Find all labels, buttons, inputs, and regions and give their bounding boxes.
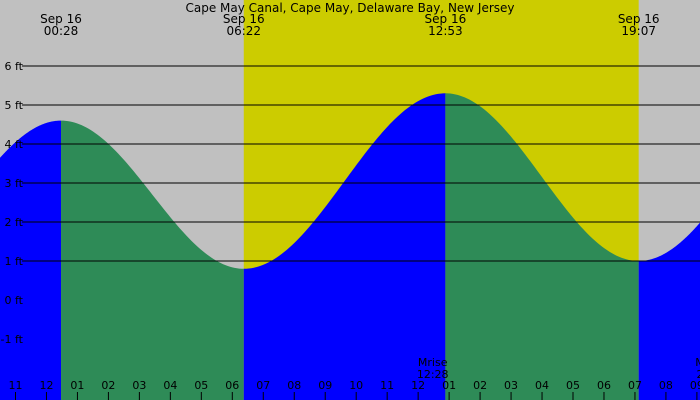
x-tick-label: 06 — [597, 379, 611, 392]
tide-area-rising — [0, 120, 62, 400]
x-tick-label: 08 — [659, 379, 673, 392]
y-tick-label: -1 ft — [1, 333, 24, 346]
tide-event-date: Sep 16 — [425, 12, 467, 26]
tide-event-time: 00:28 — [44, 24, 79, 38]
x-axis-ticks: 11 12 01 02 03 04 05 06 07 08 09 10 11 12 01 02 03 04 05 06… — [8, 379, 700, 400]
x-tick-label: 03 — [504, 379, 518, 392]
y-tick-label: 6 ft — [5, 60, 24, 73]
tide-area-layer — [0, 93, 700, 400]
y-tick-label: 5 ft — [5, 99, 24, 112]
x-tick-label: 01 — [442, 379, 456, 392]
tide-area-rising — [638, 222, 700, 400]
x-tick-label: 09 — [690, 379, 700, 392]
chart-title: Cape May Canal, Cape May, Delaware Bay, … — [185, 1, 514, 15]
x-tick-label: 11 — [380, 379, 394, 392]
x-tick-label: 03 — [132, 379, 146, 392]
x-tick-label: 10 — [349, 379, 363, 392]
x-tick-label: 05 — [566, 379, 580, 392]
tide-event-date: Sep 16 — [40, 12, 82, 26]
grid-layer — [22, 65, 700, 262]
x-tick-label: 04 — [535, 379, 549, 392]
moon-event-time: 2 — [697, 368, 700, 381]
x-tick-label: 09 — [318, 379, 332, 392]
y-axis-labels: -1 ft 0 ft 1 ft 2 ft 3 ft 4 ft 5 ft 6 ft — [1, 60, 24, 346]
moon-event-name: M — [695, 356, 700, 369]
x-tick-label: 02 — [101, 379, 115, 392]
tide-event-date: Sep 16 — [223, 12, 265, 26]
x-tick-label: 07 — [256, 379, 270, 392]
tide-event-date: Sep 16 — [618, 12, 660, 26]
x-tick-label: 02 — [473, 379, 487, 392]
tide-area-falling — [61, 120, 244, 400]
y-tick-label: 0 ft — [5, 294, 24, 307]
x-tick-label: 08 — [287, 379, 301, 392]
tide-event-time: 06:22 — [226, 24, 261, 38]
tide-area-falling — [445, 93, 639, 400]
tide-event-time: 12:53 — [428, 24, 463, 38]
y-tick-label: 4 ft — [5, 138, 24, 151]
x-tick-label: 12 — [39, 379, 53, 392]
tide-area-rising — [243, 93, 446, 400]
x-tick-label: 11 — [8, 379, 22, 392]
y-tick-label: 3 ft — [5, 177, 24, 190]
x-tick-label: 01 — [70, 379, 84, 392]
tide-event-time: 19:07 — [621, 24, 656, 38]
x-tick-label: 12 — [411, 379, 425, 392]
moon-event-name: Mrise — [418, 356, 448, 369]
x-tick-label: 04 — [163, 379, 177, 392]
y-tick-label: 2 ft — [5, 216, 24, 229]
x-tick-label: 06 — [225, 379, 239, 392]
y-tick-label: 1 ft — [5, 255, 24, 268]
x-tick-label: 05 — [194, 379, 208, 392]
moon-event-time: 12:28 — [417, 368, 449, 381]
x-tick-label: 07 — [628, 379, 642, 392]
